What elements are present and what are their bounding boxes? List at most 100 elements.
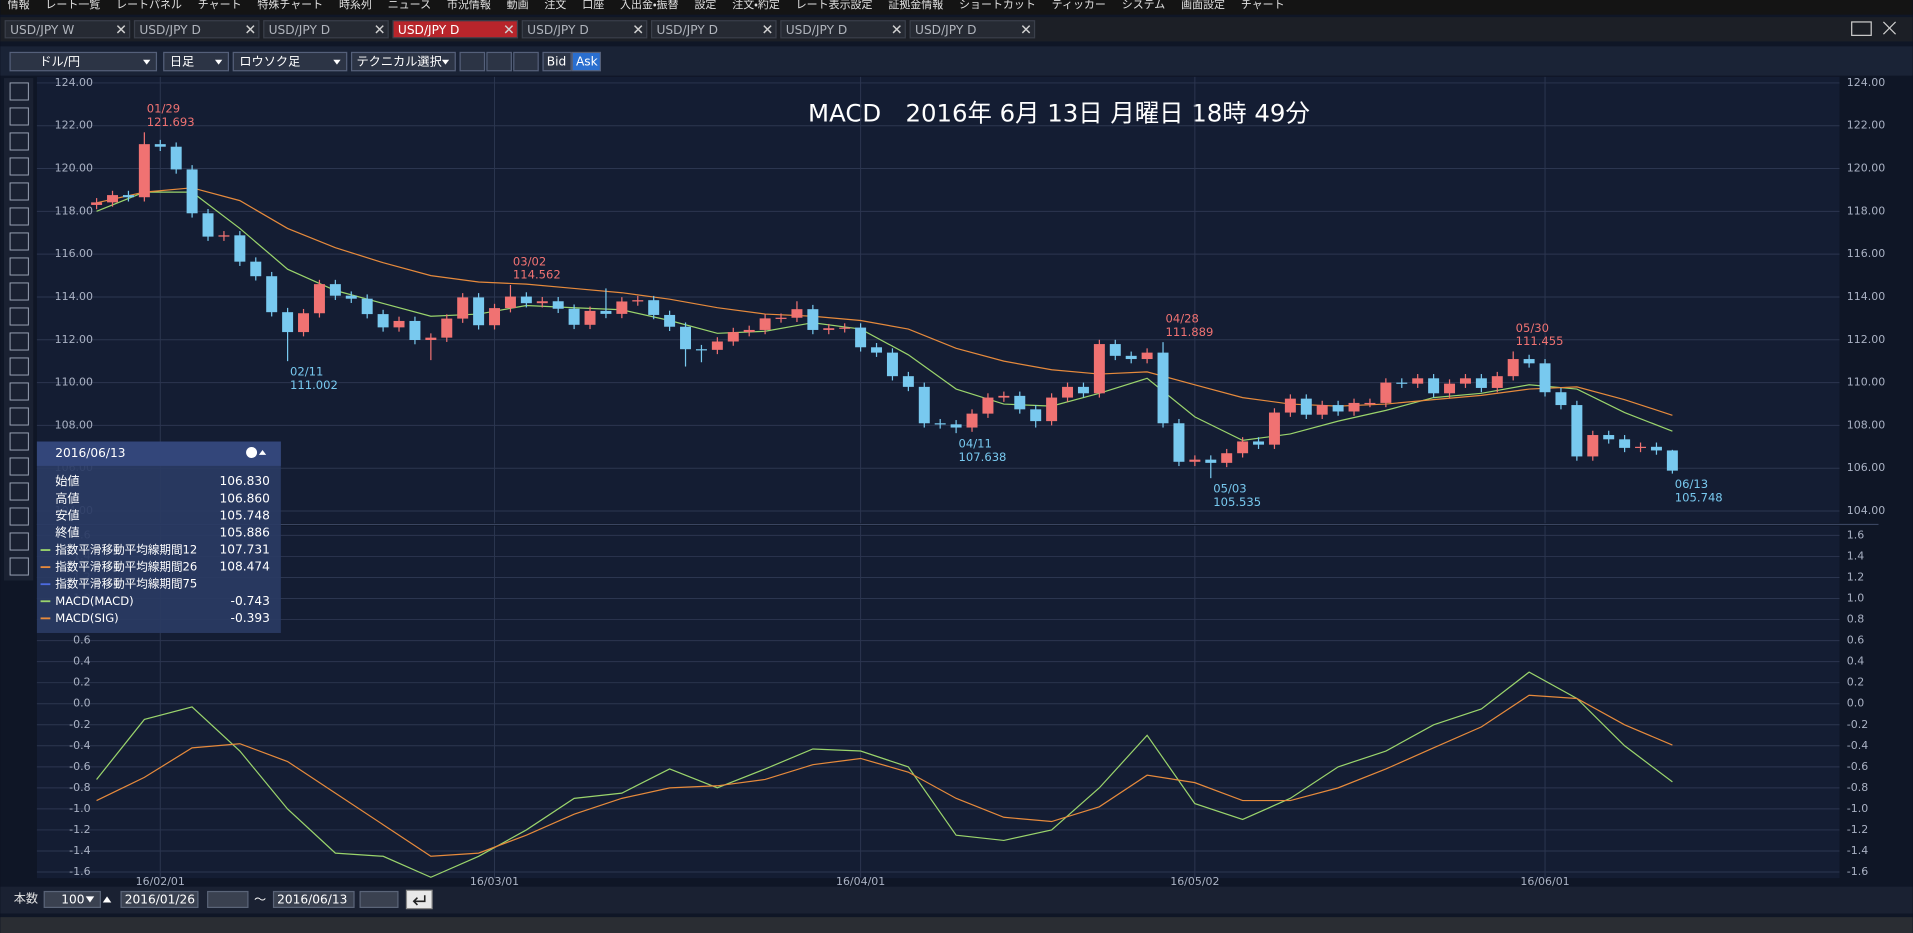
count-input[interactable] [43, 890, 101, 908]
menu-item[interactable]: 情報 [8, 0, 30, 11]
tab[interactable] [263, 20, 389, 39]
candle-body [1046, 397, 1058, 422]
macd-tick-label-right: -0.4 [1847, 739, 1868, 752]
collapse-icon[interactable] [258, 450, 267, 455]
style-select[interactable] [232, 51, 348, 72]
menu-item[interactable]: 特殊チャート [257, 0, 323, 11]
menu-item[interactable]: レート表示設定 [796, 0, 873, 11]
y-tick-label-right: 118.00 [1847, 204, 1885, 217]
draw-tool[interactable] [9, 382, 29, 401]
draw-tool[interactable] [9, 357, 29, 376]
candle-body [393, 320, 405, 328]
menu-item[interactable]: 画面設定 [1181, 0, 1225, 11]
ema-line [96, 191, 1673, 442]
menu-item[interactable]: 設定 [694, 0, 716, 11]
date-to[interactable] [272, 890, 355, 908]
tab[interactable] [133, 20, 260, 39]
tab-close[interactable] [634, 25, 643, 34]
draw-tool[interactable] [9, 82, 29, 101]
draw-tool[interactable] [9, 232, 29, 251]
menu-item[interactable]: 注文 [544, 0, 566, 11]
tab[interactable] [392, 20, 519, 39]
tab[interactable] [780, 20, 906, 39]
tab-close[interactable] [504, 25, 514, 34]
draw-tool[interactable] [9, 307, 29, 326]
window-button[interactable] [1851, 21, 1872, 36]
candle-body [1093, 344, 1105, 394]
menu-item[interactable]: 市況情報 [447, 0, 491, 11]
tab[interactable] [4, 20, 131, 39]
tab-close[interactable] [1021, 25, 1031, 34]
draw-tool[interactable] [9, 332, 29, 351]
menu-item[interactable]: レートパネル [116, 0, 182, 11]
chart-title: MACD 2016年 6月 13日 月曜日 18時 49分 [808, 99, 1310, 128]
date-from[interactable] [120, 890, 199, 908]
draw-tool[interactable] [9, 557, 29, 576]
time-to[interactable] [359, 890, 399, 908]
macd-tick-label: 0.0 [73, 697, 90, 710]
apply-button[interactable] [405, 889, 433, 910]
tab[interactable] [909, 20, 1036, 39]
annotation-price: 105.535 [1213, 495, 1261, 509]
tab-close[interactable] [763, 25, 772, 34]
draw-tool[interactable] [9, 457, 29, 476]
menu-item[interactable]: 口座 [582, 0, 604, 11]
period-select[interactable] [163, 51, 230, 72]
tab[interactable] [650, 20, 777, 39]
draw-tool[interactable] [9, 407, 29, 426]
menu-item[interactable]: 証拠金情報 [888, 0, 943, 11]
candle-body [313, 284, 325, 314]
time-from[interactable] [207, 890, 249, 908]
window-button[interactable] [1882, 21, 1897, 35]
candle-body [695, 349, 707, 351]
menu-item[interactable]: 時系列 [339, 0, 372, 11]
macd-tick-label: -0.4 [69, 739, 90, 752]
menu-item[interactable]: システム [1122, 0, 1166, 11]
candle-body [680, 326, 692, 350]
draw-tool[interactable] [9, 132, 29, 151]
draw-tool[interactable] [9, 482, 29, 501]
tab[interactable] [521, 20, 648, 39]
symbol-select[interactable] [9, 51, 158, 72]
bid-button[interactable] [542, 51, 572, 72]
info-icon[interactable] [246, 446, 258, 458]
tool-button[interactable] [459, 51, 486, 72]
menu-item[interactable]: チャート [198, 0, 242, 11]
candle-body [1300, 398, 1312, 415]
tool-button[interactable] [513, 51, 539, 72]
count-down[interactable] [85, 896, 95, 903]
tab-close[interactable] [246, 25, 255, 34]
menu-item[interactable]: 注文・約定 [732, 0, 780, 11]
menu-item[interactable]: 動画 [507, 0, 529, 11]
draw-tool[interactable] [9, 107, 29, 126]
draw-tool[interactable] [9, 182, 29, 201]
technical-select[interactable] [350, 51, 456, 72]
menu-item[interactable]: チャート [1241, 0, 1285, 11]
draw-tool[interactable] [9, 282, 29, 301]
draw-tool[interactable] [9, 532, 29, 551]
menu-item[interactable]: レート一覧 [45, 0, 100, 11]
menu-item[interactable]: ティッカー [1052, 0, 1106, 11]
menu-item[interactable]: ショートカット [959, 0, 1036, 11]
indicator-label: 指数平滑移動平均線期間75 [55, 577, 197, 591]
candle-body [1205, 459, 1217, 463]
draw-tool[interactable] [9, 157, 29, 176]
macd-tick-label-right: -1.4 [1847, 844, 1868, 857]
candle-body [632, 300, 644, 302]
draw-tool[interactable] [9, 507, 29, 526]
count-up[interactable] [102, 896, 112, 903]
draw-tool[interactable] [9, 257, 29, 276]
menu-item[interactable]: ニュース [388, 0, 431, 11]
tab-close[interactable] [375, 25, 384, 34]
draw-tool[interactable] [9, 207, 29, 226]
ask-button[interactable] [571, 51, 601, 72]
draw-tool[interactable] [9, 432, 29, 451]
menu-item[interactable]: 入出金・振替 [620, 0, 679, 11]
candle-body [584, 310, 596, 325]
y-tick-label-right: 120.00 [1847, 162, 1885, 175]
candle-body [250, 261, 262, 277]
candle-body [218, 235, 230, 237]
tab-close[interactable] [892, 25, 901, 34]
tool-button[interactable] [486, 51, 512, 72]
tab-close[interactable] [116, 25, 126, 34]
